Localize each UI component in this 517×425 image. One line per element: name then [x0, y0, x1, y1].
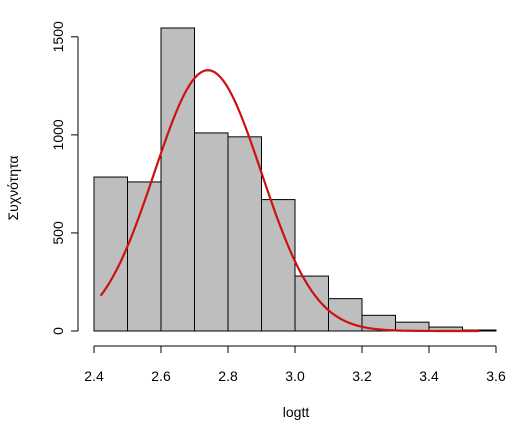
x-tick-label-1: 2.6	[151, 368, 171, 384]
y-tick-label-2: 1000	[50, 119, 66, 150]
histogram-bar-0	[93, 176, 128, 332]
y-tick-label-0: 0	[50, 327, 66, 335]
x-axis-title: logtt	[283, 404, 310, 420]
histogram-bar-2	[160, 27, 195, 332]
x-tick-label-5: 3.4	[419, 368, 439, 384]
x-tick-label-6: 3.6	[486, 368, 506, 384]
y-axis: 0 500 1000 1500	[50, 21, 79, 335]
y-axis-title: Συχνότητα	[5, 156, 21, 221]
histogram-bar-6	[294, 275, 329, 332]
density-curve	[99, 69, 480, 333]
histogram-bar-3	[194, 132, 229, 332]
x-tick-label-0: 2.4	[84, 368, 104, 384]
x-axis: 2.4 2.6 2.8 3.0 3.2 3.4 3.6	[84, 345, 506, 384]
histogram-bar-1	[127, 181, 162, 332]
x-tick-label-4: 3.2	[352, 368, 372, 384]
x-tick-label-2: 2.8	[218, 368, 238, 384]
y-tick-label-1: 500	[50, 221, 66, 245]
y-tick-label-3: 1500	[50, 21, 66, 52]
bars-group	[93, 27, 497, 332]
x-tick-label-3: 3.0	[285, 368, 305, 384]
histogram-bar-4	[227, 136, 262, 332]
